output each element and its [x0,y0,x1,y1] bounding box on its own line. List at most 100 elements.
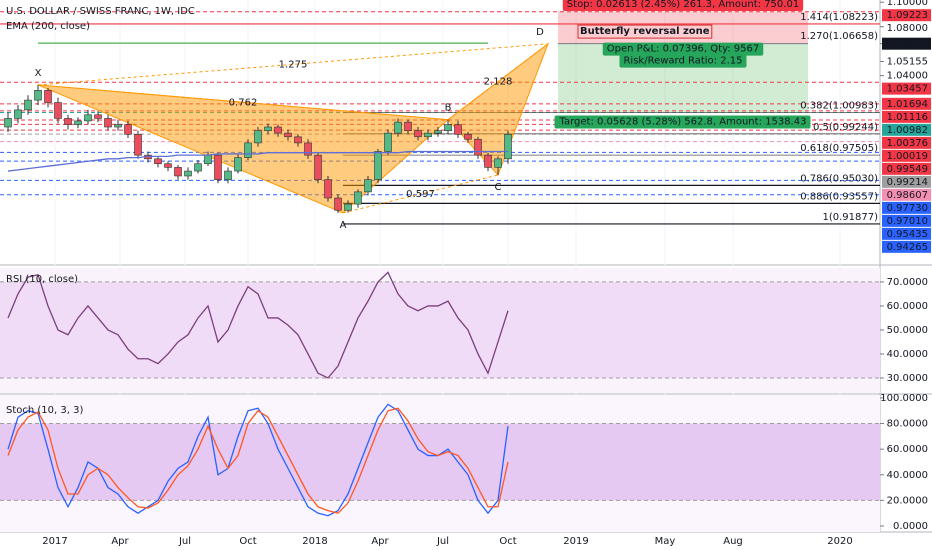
candle-body [404,121,412,131]
x-tick-label: 2019 [563,536,588,547]
candle-body [344,203,352,211]
candle-body [364,179,372,193]
y-tick-label: 1.06610 [887,39,928,50]
candle-body [194,163,202,172]
candle-body [114,124,122,128]
y-tick-label: 0.0000 [893,521,928,532]
ratio-line [37,43,549,86]
pattern-point-label: X [35,68,42,79]
y-tick-label: 0.95435 [887,229,928,240]
y-tick-label: 1.01116 [887,112,928,123]
price-tag [882,97,931,110]
price-tag [882,188,931,201]
price-tag [882,9,931,22]
pattern-point-label: A [340,220,347,231]
price-tag [882,110,931,123]
candle-body [214,154,222,180]
candle-body [254,130,262,144]
candle-body [384,132,392,152]
fib-label: 0.382(1.00983) [800,101,878,112]
y-tick-label: 20.0000 [887,495,928,506]
candle-body [204,154,212,165]
price-tag [882,82,931,95]
candle-body [474,138,482,156]
y-tick-label: 70.0000 [887,277,928,288]
y-tick-label: 30.0000 [887,373,928,384]
x-tick-label: Jul [178,536,191,547]
y-tick-label: 1.10000 [887,0,928,8]
price-tag [882,240,931,253]
zone-label: Butterfly reversal zone [580,26,710,37]
y-tick-label: 1.05155 [887,56,928,67]
candle-body [244,142,252,158]
pane-title: RSI (10, close) [6,274,78,285]
y-tick-label: 40.0000 [887,349,928,360]
open_pl_label-bg [602,42,764,56]
candle-body [104,118,112,128]
candle-body [34,90,42,101]
y-tick-label: 100.0000 [880,393,928,404]
y-tick-label: 60.0000 [887,301,928,312]
y-tick-label: 1.01694 [887,99,928,110]
candle-body [134,134,142,156]
x-tick-label: Apr [371,536,389,547]
candle-body [24,99,32,111]
chart-title: U.S. DOLLAR / SWISS FRANC, 1W, IDC [6,6,195,17]
stop_label: Stop: 0.02613 (2.45%) 261.3, Amount: 750… [567,0,799,10]
ratio-label: 0.762 [229,97,258,108]
fib-label: 0.618(0.97505) [800,143,878,154]
y-tick-label: 1.09223 [887,10,928,21]
candle-body [234,157,242,172]
price-tag [882,227,931,240]
y-tick-label: 0.97010 [887,216,928,227]
candle-body [394,121,402,134]
candle-body [354,191,362,205]
candle-body [284,132,292,138]
y-tick-label: 1.04000 [887,71,928,82]
y-tick-label: 0.94265 [887,242,928,253]
candle-body [304,142,312,156]
candle-body [174,167,182,177]
candle-body [164,163,172,168]
x-tick-label: Oct [239,536,256,547]
candle-body [314,154,322,180]
ratio-line [37,84,449,121]
target_label: Target: 0.05628 (5.28%) 562.8, Amount: 1… [559,117,807,128]
price-tag [882,37,931,50]
y-tick-label: 1.00019 [887,151,928,162]
ratio-line [342,174,499,214]
candle-body [484,154,492,168]
price-tag [882,123,931,136]
x-tick-label: Aug [723,536,743,547]
y-tick-label: 0.99549 [887,164,928,175]
y-tick-label: 0.99214 [887,177,928,188]
y-tick-label: 80.0000 [887,419,928,430]
candle-body [294,136,302,144]
y-tick-label: 0.97730 [887,203,928,214]
pattern-point-label: B [445,103,452,114]
x-tick-label: Apr [111,536,129,547]
x-tick-label: 2018 [302,536,327,547]
fib-label: 1(0.91877) [822,212,878,223]
fib-label: 1.270(1.06658) [800,31,878,42]
price-tag [882,136,931,149]
fib-label: 0.886(0.93557) [800,191,878,202]
pane-title: Stoch (10, 3, 3) [6,405,83,416]
fib-label: 1.414(1.08223) [800,12,878,23]
y-tick-label: 50.0000 [887,325,928,336]
x-tick-label: 2017 [42,536,67,547]
candle-body [44,90,52,103]
candle-body [414,130,422,138]
candle-body [4,118,12,128]
candle-body [424,132,432,138]
y-tick-label: 1.03457 [887,84,928,95]
x-tick-label: Oct [499,536,516,547]
rr_label: Risk/Reward Ratio: 2.15 [623,56,742,67]
pattern-point-label: C [495,182,502,193]
y-tick-label: 40.0000 [887,470,928,481]
series-line [7,271,509,379]
candle-body [84,114,92,122]
open_pl_label: Open P&L: 0.07396, Qty: 9567 [607,44,760,55]
